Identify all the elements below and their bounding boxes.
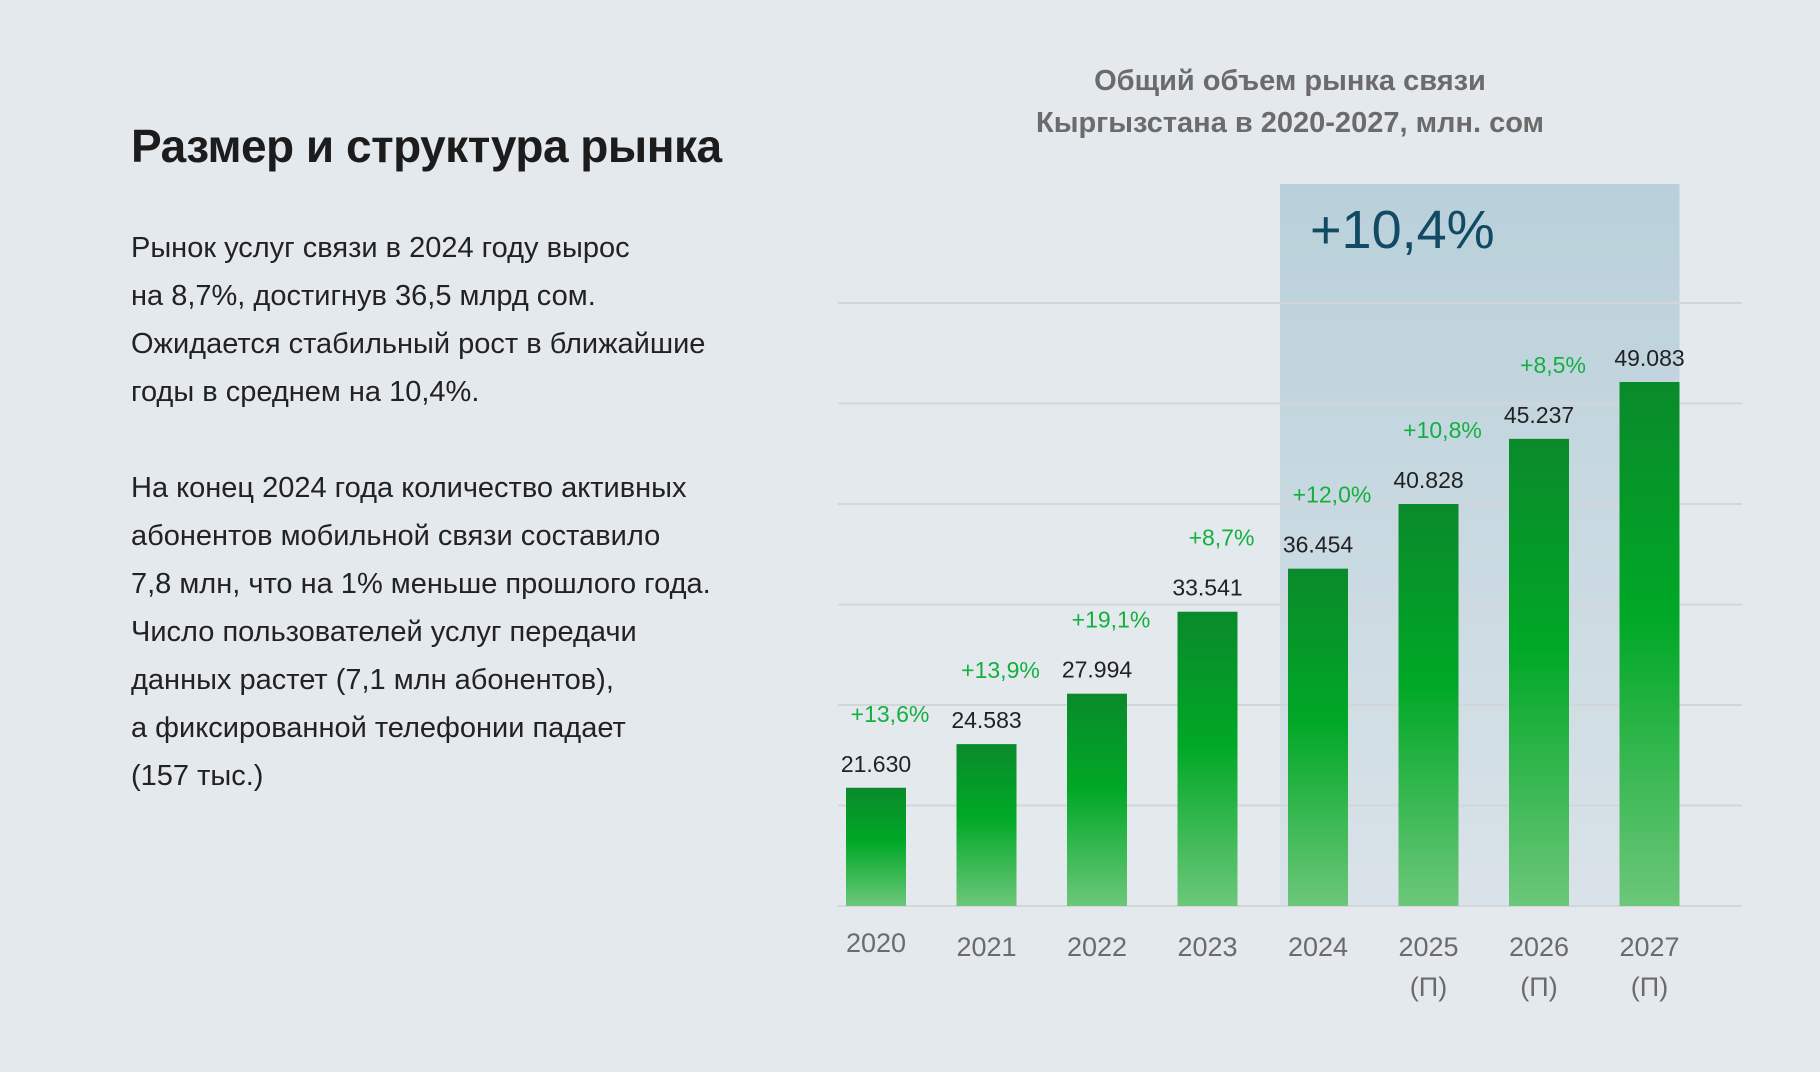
value-label-2021: 24.583 [951,707,1021,733]
bar-2026 [1509,438,1569,906]
growth-label-2024: +12,0% [1293,482,1372,508]
x-tick-label-2026: 2026 [1509,932,1569,962]
chart-title-line-2: Кыргызстана в 2020-2027, млн. сом [1036,107,1544,139]
value-label-2023: 33.541 [1172,575,1242,601]
x-tick-note-2027: (П) [1631,972,1668,1002]
value-label-2025: 40.828 [1393,467,1463,493]
growth-label-2020: +13,6% [851,701,930,727]
x-tick-label-2027: 2027 [1619,932,1679,962]
bar-2023 [1177,611,1238,906]
bar-2020 [846,787,906,906]
x-tick-label-2022: 2022 [1067,932,1127,962]
bar-2027 [1619,382,1680,906]
text-panel: Размер и структура рынка Рынок услуг свя… [131,112,831,848]
paragraph-market-growth: Рынок услуг связи в 2024 году вырос на 8… [131,232,706,408]
bar-2021 [956,744,1017,906]
x-tick-label-2023: 2023 [1177,932,1237,962]
bar-2024 [1288,568,1348,906]
x-tick-label-2024: 2024 [1288,932,1348,962]
chart-title: Общий объем рынка связи Кыргызстана в 20… [960,60,1620,144]
value-label-2020: 21.630 [841,751,911,777]
bar-2022 [1067,693,1127,906]
x-tick-note-2026: (П) [1520,972,1557,1002]
section-heading: Размер и структура рынка [131,120,722,172]
chart-title-line-1: Общий объем рынка связи [1094,65,1486,97]
cagr-label: +10,4% [1310,200,1495,260]
growth-label-2022: +19,1% [1072,607,1151,633]
value-label-2027: 49.083 [1614,345,1684,371]
value-label-2022: 27.994 [1062,657,1133,683]
growth-label-2026: +8,5% [1520,352,1586,378]
paragraph-subscribers: На конец 2024 года количество активных а… [131,472,711,792]
x-tick-note-2025: (П) [1410,972,1447,1002]
bar-2025 [1398,504,1459,906]
growth-label-2025: +10,8% [1403,417,1482,443]
x-tick-label-2025: 2025 [1398,932,1458,962]
value-label-2024: 36.454 [1283,532,1354,558]
growth-label-2023: +8,7% [1189,525,1255,551]
x-tick-label-2020: 2020 [846,928,906,958]
x-tick-label-2021: 2021 [956,932,1016,962]
growth-label-2021: +13,9% [961,657,1040,683]
value-label-2026: 45.237 [1504,402,1574,428]
